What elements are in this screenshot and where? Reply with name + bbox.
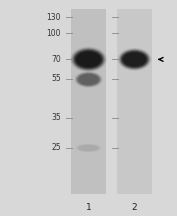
Ellipse shape	[79, 145, 98, 151]
Text: 25: 25	[52, 143, 61, 152]
Ellipse shape	[78, 74, 99, 85]
Ellipse shape	[79, 74, 98, 85]
Text: 1: 1	[86, 203, 91, 212]
Ellipse shape	[75, 71, 102, 87]
Ellipse shape	[121, 51, 148, 68]
Ellipse shape	[123, 52, 146, 67]
Ellipse shape	[71, 48, 106, 71]
Text: 35: 35	[51, 113, 61, 122]
Ellipse shape	[122, 51, 147, 67]
Ellipse shape	[76, 72, 101, 87]
Ellipse shape	[120, 50, 150, 69]
Text: 100: 100	[47, 29, 61, 38]
Ellipse shape	[74, 71, 103, 88]
Ellipse shape	[75, 143, 102, 152]
Ellipse shape	[70, 46, 107, 72]
Text: 70: 70	[51, 55, 61, 64]
Ellipse shape	[75, 51, 102, 68]
Ellipse shape	[77, 144, 100, 152]
Text: 55: 55	[51, 74, 61, 83]
Ellipse shape	[76, 52, 101, 67]
Ellipse shape	[78, 145, 99, 151]
Text: 2: 2	[132, 203, 137, 212]
Bar	[71, 9, 106, 194]
Ellipse shape	[117, 48, 152, 71]
Bar	[117, 9, 152, 194]
Ellipse shape	[72, 49, 105, 70]
Ellipse shape	[74, 49, 103, 69]
Ellipse shape	[77, 73, 100, 86]
Text: 130: 130	[47, 13, 61, 22]
Ellipse shape	[80, 145, 97, 151]
Ellipse shape	[76, 144, 101, 152]
Ellipse shape	[118, 49, 151, 70]
